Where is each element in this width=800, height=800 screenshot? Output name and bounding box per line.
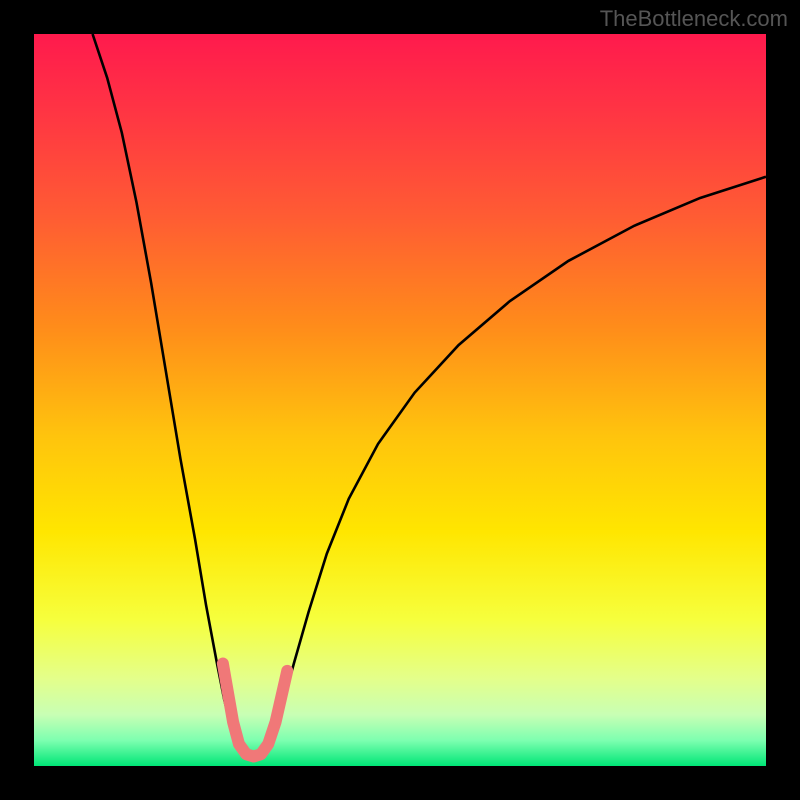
plot-area: [34, 34, 766, 766]
valley-marker: [223, 664, 287, 757]
chart-container: TheBottleneck.com: [0, 0, 800, 800]
bottleneck-curve: [93, 34, 766, 759]
curve-layer: [34, 34, 766, 766]
watermark-text: TheBottleneck.com: [600, 6, 788, 32]
